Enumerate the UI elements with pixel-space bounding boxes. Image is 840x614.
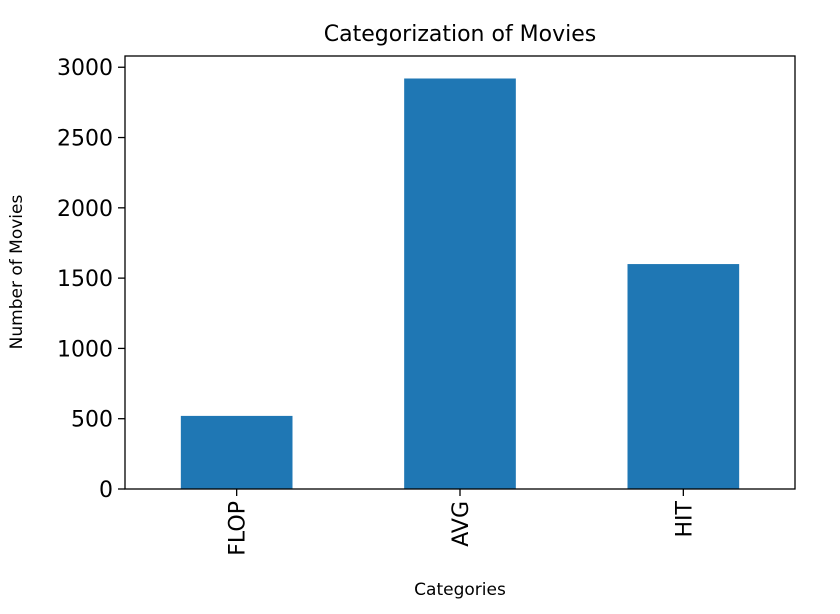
y-axis-ticks: 0 500 1000 1500 2000 2500 3000 <box>57 56 125 503</box>
chart-title: Categorization of Movies <box>324 22 597 47</box>
bar-avg <box>404 78 516 490</box>
x-tick-label: FLOP <box>226 501 251 556</box>
y-tick-label: 500 <box>71 408 113 433</box>
x-tick-label: HIT <box>672 500 697 537</box>
x-axis-ticks: FLOP AVG HIT <box>226 489 697 556</box>
y-tick-label: 1000 <box>57 337 113 362</box>
y-tick-label: 0 <box>99 478 113 503</box>
y-axis-label: Number of Movies <box>7 195 27 350</box>
y-tick-label: 2500 <box>57 127 113 152</box>
x-tick-label: AVG <box>449 501 474 547</box>
y-tick-label: 2000 <box>57 197 113 222</box>
x-axis-label: Categories <box>414 580 506 600</box>
bar-hit <box>627 264 740 489</box>
bars-group <box>180 78 740 490</box>
plot-frame <box>124 55 796 490</box>
y-tick-label: 1500 <box>57 267 113 292</box>
bar-flop <box>180 415 293 489</box>
y-tick-label: 3000 <box>57 56 113 81</box>
